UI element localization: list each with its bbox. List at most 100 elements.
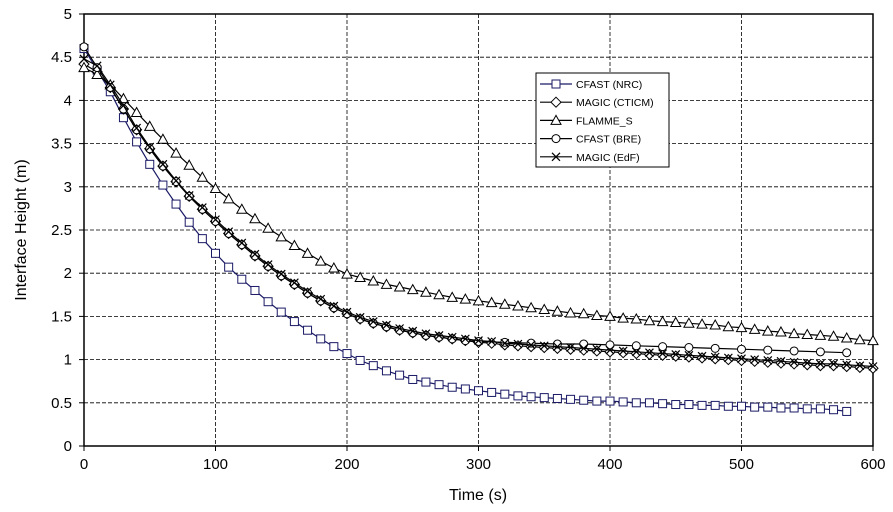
data-point [564, 306, 577, 318]
data-point [342, 307, 352, 317]
x-tick-label: 500 [729, 456, 754, 473]
data-point [235, 203, 248, 214]
data-point [395, 370, 405, 380]
data-point [406, 283, 419, 295]
data-point [735, 321, 748, 333]
data-point [105, 80, 115, 90]
data-point [512, 300, 524, 311]
data-point [132, 137, 142, 147]
y-tick-label: 5 [64, 6, 72, 23]
data-point [604, 310, 616, 321]
data-point [513, 391, 523, 401]
data-point [526, 340, 536, 350]
data-point [631, 341, 641, 351]
data-point [538, 303, 551, 314]
data-point [763, 356, 773, 365]
data-point [579, 339, 589, 349]
data-point [789, 346, 799, 356]
data-point [211, 216, 220, 226]
x-tick-label: 0 [80, 456, 88, 473]
data-point [118, 113, 128, 123]
data-point [158, 180, 168, 190]
data-point [395, 324, 405, 333]
data-point [840, 331, 853, 343]
data-point [829, 359, 838, 369]
data-point [460, 334, 470, 344]
data-point [143, 120, 156, 131]
data-point [447, 382, 457, 392]
data-point [697, 400, 707, 410]
y-tick-label: 3.5 [51, 136, 72, 153]
data-point [643, 314, 656, 326]
data-point [539, 393, 549, 403]
y-tick-label: 4.5 [51, 49, 72, 66]
data-point [249, 212, 261, 224]
data-point [827, 359, 840, 372]
axis-ticks: 0 0.5 1 1.5 2 2.5 3 3.5 4 4.5 5 0 100 200 300 400 500 600 [51, 6, 885, 473]
data-point [434, 380, 444, 390]
data-point [564, 343, 577, 355]
x-tick-label: 400 [597, 456, 622, 473]
data-point [158, 161, 168, 171]
data-point [722, 320, 735, 332]
x-tick-label: 100 [203, 456, 228, 473]
data-point [723, 353, 733, 363]
data-point [474, 386, 483, 396]
data-point [224, 228, 234, 238]
data-point [420, 286, 432, 297]
data-point [380, 278, 393, 289]
data-point [723, 401, 733, 411]
y-tick-label: 1 [64, 352, 72, 369]
data-point [171, 176, 181, 186]
data-point [789, 357, 799, 367]
data-point [487, 337, 497, 346]
data-point [696, 352, 708, 364]
x-tick-label: 200 [334, 456, 359, 473]
data-point [276, 269, 286, 279]
data-point [78, 61, 90, 73]
data-point [183, 159, 196, 170]
data-point [671, 349, 681, 359]
data-point [815, 359, 825, 369]
data-point [263, 260, 273, 269]
series-layer [78, 42, 879, 416]
y-tick-label: 0 [64, 438, 72, 455]
series-flamme-s [78, 61, 879, 346]
data-point [316, 334, 326, 344]
data-point [446, 291, 459, 302]
data-point [763, 402, 773, 412]
data-point [211, 248, 220, 258]
data-point [696, 318, 708, 329]
data-point [472, 294, 485, 306]
data-point [237, 238, 247, 248]
data-point [802, 404, 812, 414]
data-point [209, 182, 222, 194]
data-point [658, 342, 668, 352]
data-point [250, 285, 260, 295]
data-point [617, 312, 629, 323]
data-point [460, 384, 470, 394]
x-tick-label: 600 [860, 456, 885, 473]
data-point [526, 392, 536, 402]
data-point [145, 159, 155, 169]
data-point [697, 351, 707, 361]
legend-label: MAGIC (EdF) [576, 152, 640, 164]
data-point [525, 301, 537, 313]
data-point [92, 61, 102, 71]
data-point [355, 355, 365, 365]
data-point [171, 199, 181, 209]
grid-lines [84, 14, 873, 446]
data-point [566, 394, 576, 404]
legend-entry: MAGIC (CTICM) [540, 96, 654, 109]
data-point [433, 288, 445, 300]
data-point [775, 325, 787, 337]
legend-marker [550, 96, 562, 108]
data-point [829, 405, 839, 415]
data-point [854, 361, 866, 374]
data-point [617, 346, 629, 359]
data-point [355, 312, 365, 322]
data-point [802, 358, 812, 368]
data-point [79, 42, 89, 52]
data-point [710, 400, 720, 410]
